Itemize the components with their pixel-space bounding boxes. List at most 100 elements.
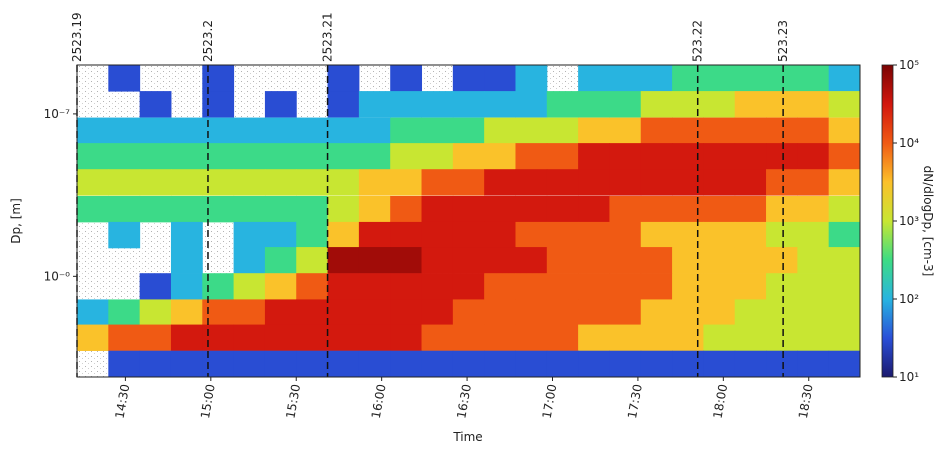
heatmap-cell	[421, 169, 454, 196]
x-tick-label: 18:00	[710, 383, 730, 419]
heatmap-cell	[515, 324, 548, 351]
heatmap-cell	[264, 169, 297, 196]
heatmap-cell	[609, 350, 642, 377]
heatmap-cell	[139, 350, 172, 377]
heatmap-cell	[390, 195, 423, 223]
heatmap-cell	[515, 91, 548, 118]
heatmap-cell	[358, 324, 391, 351]
heatmap-cell	[546, 221, 579, 249]
heatmap-cell	[484, 273, 516, 300]
heatmap-cell	[672, 247, 704, 274]
heatmap-cell	[734, 117, 767, 144]
heatmap-cell	[264, 247, 297, 274]
heatmap-cell	[578, 169, 610, 196]
heatmap-cell	[578, 91, 610, 118]
heatmap-cell	[734, 195, 767, 223]
colorbar-label: dN/dlogDp, [cm-3]	[921, 166, 935, 277]
heatmap-cell	[797, 350, 830, 377]
heatmap-cell	[108, 221, 141, 249]
heatmap-cell	[327, 350, 360, 377]
heatmap-cell	[233, 247, 266, 274]
heatmap-cell	[421, 273, 454, 300]
heatmap-cell	[828, 324, 860, 351]
x-axis-label: Time	[452, 430, 482, 444]
colorbar-tick-label: 10²	[899, 292, 919, 306]
heatmap-cell	[797, 221, 830, 249]
heatmap-cell	[421, 324, 454, 351]
heatmap-cell	[390, 350, 423, 377]
heatmap-cell	[264, 221, 297, 249]
heatmap-cell	[734, 143, 767, 170]
heatmap-cell	[640, 273, 673, 300]
heatmap-cell	[170, 350, 203, 377]
heatmap-cell	[766, 169, 798, 196]
heatmap-cell	[703, 65, 736, 92]
heatmap-cell	[327, 117, 360, 144]
x-tick-label: 16:00	[369, 383, 389, 419]
heatmap-cell	[296, 221, 329, 249]
heatmap-cell	[766, 143, 798, 170]
heatmap-cell	[828, 247, 860, 274]
x-tick-label: 18:30	[796, 383, 816, 419]
heatmap-cell	[452, 143, 485, 170]
colorbar-tick-label: 10¹	[899, 370, 919, 384]
y-tick-label: 10⁻⁰	[44, 269, 71, 283]
heatmap-cell	[170, 117, 203, 144]
heatmap-cell	[640, 324, 673, 351]
heatmap-cell	[327, 65, 360, 92]
heatmap-cell	[578, 273, 610, 300]
heatmap-cell	[327, 273, 360, 300]
heatmap-cell	[640, 117, 673, 144]
heatmap-cell	[515, 247, 548, 274]
heatmap-cell	[390, 273, 423, 300]
x-tick-label: 14:30	[113, 383, 133, 419]
heatmap-cell	[77, 169, 109, 196]
heatmap-cell	[640, 299, 673, 326]
heatmap-cell	[797, 299, 830, 326]
heatmap-cell	[766, 299, 798, 326]
heatmap-cell	[672, 195, 704, 223]
heatmap-cell	[797, 273, 830, 300]
heatmap-cell	[358, 143, 391, 170]
heatmap-cell	[452, 324, 485, 351]
heatmap-cell	[139, 273, 172, 300]
heatmap-cell	[484, 350, 516, 377]
x-tick-label: 15:00	[198, 383, 218, 419]
heatmap-cell	[452, 221, 485, 249]
event-label: 523.22	[691, 20, 705, 62]
heatmap-cell	[672, 65, 704, 92]
heatmap-cell	[139, 299, 172, 326]
heatmap-cell	[390, 169, 423, 196]
heatmap-cell	[515, 143, 548, 170]
heatmap-cell	[202, 273, 235, 300]
heatmap-cell	[202, 117, 235, 144]
heatmap-cell	[202, 195, 235, 223]
heatmap-cell	[578, 117, 610, 144]
heatmap-cell	[139, 195, 172, 223]
heatmap-cell	[703, 169, 736, 196]
heatmap-cell	[703, 91, 736, 118]
heatmap-cell	[578, 247, 610, 274]
heatmap-cell	[515, 273, 548, 300]
colorbar-tick-label: 10⁵	[899, 58, 919, 72]
heatmap-cell	[797, 143, 830, 170]
heatmap-cell	[766, 65, 798, 92]
heatmap-cell	[170, 195, 203, 223]
heatmap-cell	[390, 117, 423, 144]
heatmap-cell	[202, 299, 235, 326]
heatmap-cell	[609, 169, 642, 196]
heatmap-cell	[609, 221, 642, 249]
heatmap-cell	[327, 91, 360, 118]
heatmap-cell	[734, 273, 767, 300]
heatmap-cell	[640, 169, 673, 196]
heatmap-cell	[421, 195, 454, 223]
heatmap-cell	[797, 117, 830, 144]
heatmap-cell	[108, 324, 141, 351]
heatmap-cell	[766, 273, 798, 300]
heatmap-cell	[421, 299, 454, 326]
heatmap-cell	[828, 350, 860, 377]
heatmap-cell	[734, 299, 767, 326]
heatmap-cell	[484, 299, 516, 326]
heatmap-cell	[108, 65, 141, 92]
